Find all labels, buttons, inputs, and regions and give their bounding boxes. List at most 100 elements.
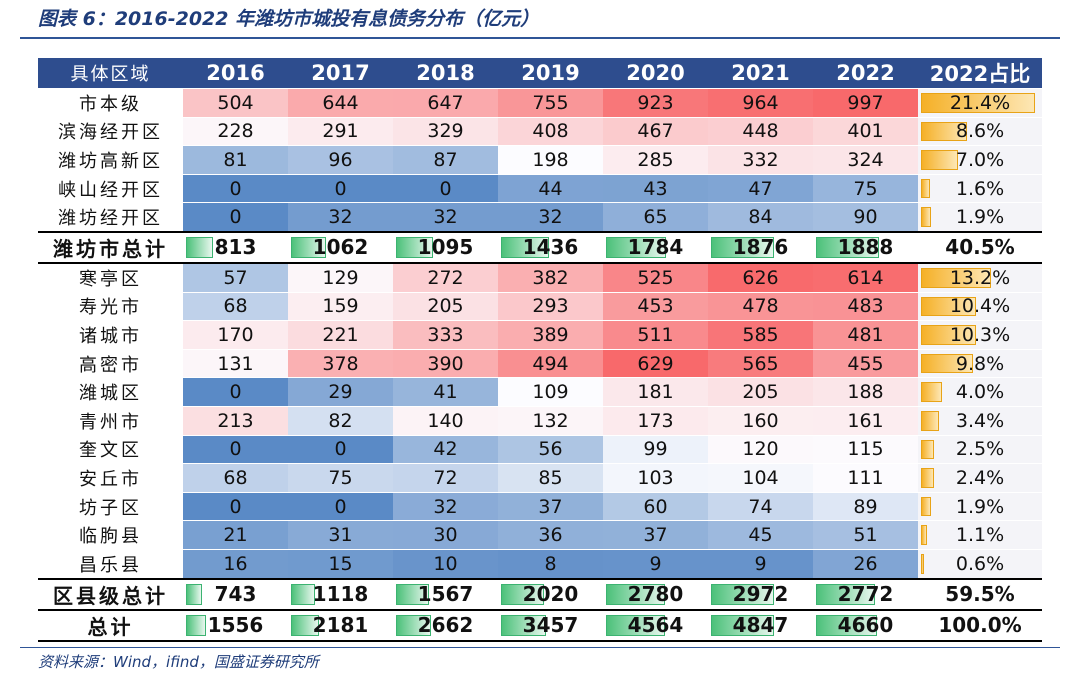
cell-text: 96 [328,148,353,171]
cell-text: 2.5% [955,438,1005,461]
value-cell: 43 [603,174,708,204]
value-cell: 743 [183,577,288,611]
cell-text: 32 [433,495,458,518]
cell-text: 629 [637,352,674,375]
cell-text: 585 [742,323,779,346]
value-cell: 81 [183,145,288,175]
figure-title: 图表 6：2016-2022 年潍坊市城投有息债务分布（亿元） [38,8,540,30]
cell-text: 2780 [627,582,684,606]
cell-text: 743 [214,582,257,606]
value-cell: 37 [603,520,708,550]
share-bar [921,525,927,545]
cell-text: 潍坊经开区 [58,208,163,230]
value-cell: 1118 [288,577,393,611]
cell-text: 潍坊市总计 [53,236,168,261]
cell-text: 483 [847,295,884,318]
value-cell: 31 [288,520,393,550]
share-cell: 1.1% [918,520,1042,550]
share-cell: 8.6% [918,117,1042,147]
cell-text: 32 [538,206,563,229]
cell-text: 4.0% [955,381,1005,404]
cell-text: 1567 [417,582,474,606]
value-cell: 103 [603,463,708,493]
cell-text: 寿光市 [79,297,142,319]
data-bar [816,583,875,605]
cell-text: 89 [853,495,878,518]
cell-text: 82 [328,409,353,432]
cell-text: 31 [328,524,353,547]
value-cell: 329 [393,117,498,147]
header-row: 具体区域 2016 2017 2018 2019 2020 2021 2022 2022占比 [38,58,1042,89]
share-cell: 100.0% [918,608,1042,642]
row-label: 寿光市 [38,292,183,322]
cell-text: 100.0% [938,613,1022,637]
cell-text: 272 [427,266,464,289]
share-cell: 0.6% [918,549,1042,580]
cell-text: 213 [217,409,254,432]
cell-text: 区县级总计 [53,583,168,608]
cell-text: 2972 [732,582,789,606]
cell-text: 104 [742,466,779,489]
cell-text: 494 [532,352,569,375]
header-cell: 2018 [393,58,498,89]
share-cell: 2.5% [918,435,1042,465]
data-row: 市本级 504 644 647 755 923 964 997 21.4% [38,88,1042,118]
cell-text: 7.0% [955,148,1005,171]
value-cell: 453 [603,292,708,322]
cell-text: 8.6% [955,120,1005,143]
cell-text: 131 [217,352,254,375]
value-cell: 10 [393,549,498,580]
cell-text: 0 [439,177,452,200]
cell-text: 滨海经开区 [58,122,163,144]
cell-text: 奎文区 [79,440,142,462]
value-cell: 1062 [288,230,393,264]
cell-text: 453 [637,295,674,318]
cell-text: 65 [643,206,668,229]
cell-text: 临朐县 [79,526,142,548]
value-cell: 56 [498,435,603,465]
row-label: 潍坊经开区 [38,202,183,233]
data-bar [606,236,666,258]
cell-text: 47 [748,177,773,200]
value-cell: 74 [708,492,813,522]
cell-text: 0 [229,177,242,200]
value-cell: 42 [393,435,498,465]
cell-text: 997 [847,91,884,114]
cell-text: 0 [334,438,347,461]
value-cell: 47 [708,174,813,204]
value-cell: 57 [183,262,288,293]
row-label: 潍城区 [38,377,183,407]
value-cell: 494 [498,349,603,379]
cell-text: 170 [217,323,254,346]
value-cell: 382 [498,262,603,293]
value-cell: 4847 [708,608,813,642]
share-cell: 59.5% [918,577,1042,611]
value-cell: 72 [393,463,498,493]
value-cell: 205 [708,377,813,407]
cell-text: 2020 [522,582,579,606]
value-cell: 0 [288,174,393,204]
value-cell: 129 [288,262,393,293]
row-label: 滨海经开区 [38,117,183,147]
cell-text: 市本级 [79,93,142,115]
cell-text: 90 [853,206,878,229]
value-cell: 1784 [603,230,708,264]
share-cell: 1.6% [918,174,1042,204]
cell-text: 132 [532,409,569,432]
value-cell: 90 [813,202,918,233]
cell-text: 21.4% [949,91,1011,114]
value-cell: 3457 [498,608,603,642]
cell-text: 205 [742,381,779,404]
cell-text: 潍城区 [79,383,142,405]
value-cell: 755 [498,88,603,118]
cell-text: 205 [427,295,464,318]
cell-text: 85 [538,466,563,489]
value-cell: 29 [288,377,393,407]
value-cell: 228 [183,117,288,147]
cell-text: 181 [637,381,674,404]
cell-text: 诸城市 [79,325,142,347]
row-label: 峡山经开区 [38,174,183,204]
cell-text: 2662 [417,613,474,637]
cell-text: 378 [322,352,359,375]
data-row: 奎文区 0 0 42 56 99 120 115 2.5% [38,435,1042,465]
